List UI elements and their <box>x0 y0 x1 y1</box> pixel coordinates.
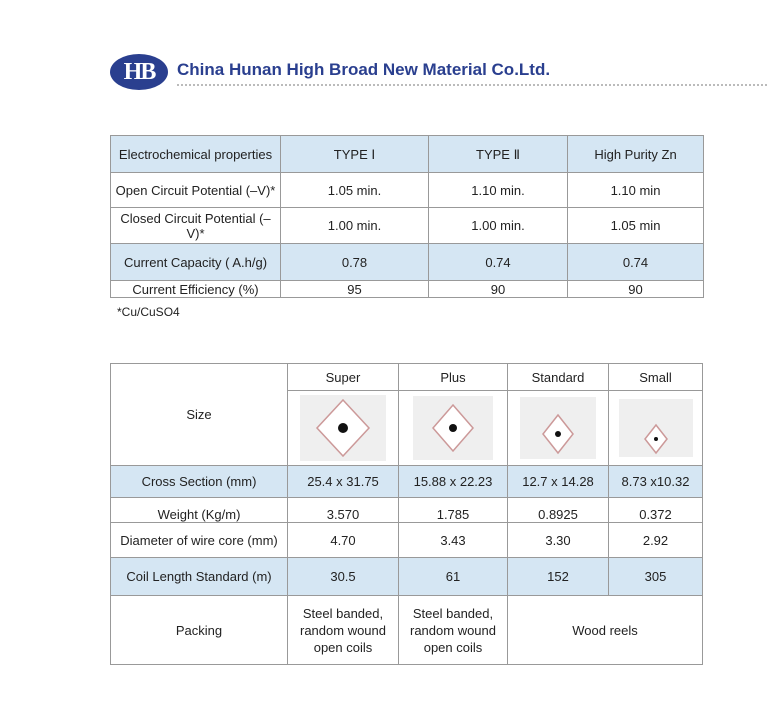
cell: Diameter of wire core (mm) <box>110 522 288 558</box>
cell: 95 <box>280 280 429 298</box>
cell: 90 <box>567 280 704 298</box>
cell: TYPE Ⅰ <box>280 135 429 173</box>
cell: 15.88 x 22.23 <box>398 465 508 498</box>
cell: 0.372 <box>608 497 703 523</box>
cell: 4.70 <box>287 522 399 558</box>
cell: Steel banded, random wound open coils <box>287 595 399 665</box>
cell: 1.00 min. <box>428 207 568 244</box>
cell: 25.4 x 31.75 <box>287 465 399 498</box>
cell: Closed Circuit Potential (–V)* <box>110 207 281 244</box>
cell <box>608 390 703 466</box>
cell: 3.30 <box>507 522 609 558</box>
profile-image <box>520 397 596 459</box>
cell: 3.570 <box>287 497 399 523</box>
cell: Plus <box>398 363 508 391</box>
size-table: Size Super Plus Standard Small Cross Section… <box>110 363 703 665</box>
cell: Wood reels <box>507 595 703 665</box>
cell: Super <box>287 363 399 391</box>
cell: 2.92 <box>608 522 703 558</box>
cell: 1.00 min. <box>280 207 429 244</box>
cell: Current Capacity ( A.h/g) <box>110 243 281 281</box>
cell: TYPE Ⅱ <box>428 135 568 173</box>
footnote: *Cu/CuSO4 <box>117 305 180 319</box>
cell: 0.8925 <box>507 497 609 523</box>
cell <box>507 390 609 466</box>
properties-table: Electrochemical properties TYPE Ⅰ TYPE Ⅱ Hi… <box>110 135 704 298</box>
cell: 0.74 <box>567 243 704 281</box>
cell: 0.74 <box>428 243 568 281</box>
divider <box>177 84 767 86</box>
cell: Standard <box>507 363 609 391</box>
cell: Weight (Kg/m) <box>110 497 288 523</box>
profile-image <box>618 399 693 457</box>
cell: 3.43 <box>398 522 508 558</box>
cell <box>398 390 508 466</box>
cell: Size <box>110 363 288 466</box>
company-name: China Hunan High Broad New Material Co.L… <box>177 60 551 79</box>
cell: 90 <box>428 280 568 298</box>
cell: 1.10 min. <box>428 172 568 208</box>
profile-image <box>413 396 493 460</box>
cell: Electrochemical properties <box>110 135 281 173</box>
cell: 12.7 x 14.28 <box>507 465 609 498</box>
cell: Packing <box>110 595 288 665</box>
cell: Small <box>608 363 703 391</box>
cell: 1.785 <box>398 497 508 523</box>
cell: 61 <box>398 557 508 596</box>
cell <box>287 390 399 466</box>
cell: 1.05 min. <box>280 172 429 208</box>
cell: 1.10 min <box>567 172 704 208</box>
cell: Steel banded, random wound open coils <box>398 595 508 665</box>
cell: 1.05 min <box>567 207 704 244</box>
logo: HB <box>110 54 168 90</box>
cell: 0.78 <box>280 243 429 281</box>
cell: Cross Section (mm) <box>110 465 288 498</box>
cell: Open Circuit Potential (–V)* <box>110 172 281 208</box>
cell: Current Efficiency (%) <box>110 280 281 298</box>
cell: 152 <box>507 557 609 596</box>
cell: Coil Length Standard (m) <box>110 557 288 596</box>
cell: High Purity Zn <box>567 135 704 173</box>
profile-image <box>300 395 386 461</box>
cell: 305 <box>608 557 703 596</box>
cell: 8.73 x10.32 <box>608 465 703 498</box>
cell: 30.5 <box>287 557 399 596</box>
